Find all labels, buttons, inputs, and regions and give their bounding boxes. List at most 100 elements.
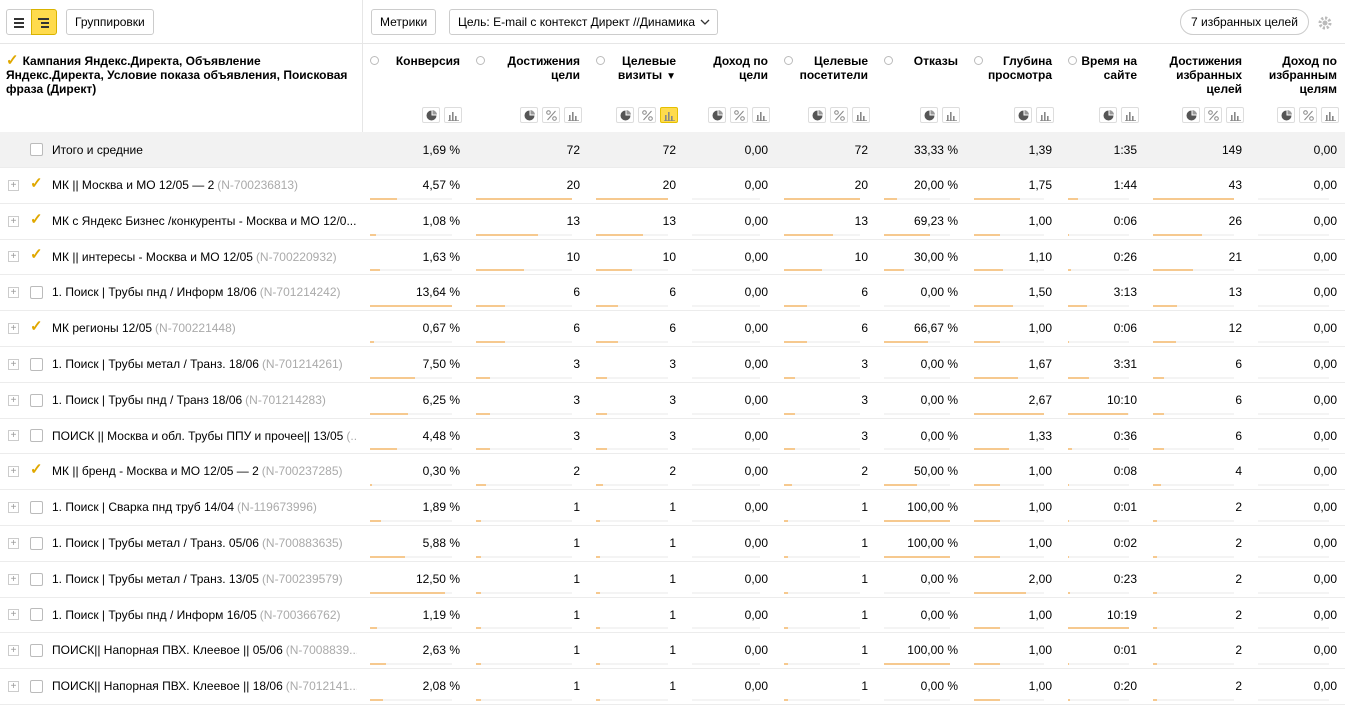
cell-value: 0,00 % [920,571,958,586]
column-header[interactable]: Отказы [876,54,966,68]
expand-toggle[interactable]: + [8,573,19,585]
column-header[interactable]: Доход по цели [684,54,776,82]
expand-toggle[interactable]: + [8,179,19,191]
settings-icon[interactable] [1317,15,1333,31]
cell-bar-track [692,269,760,272]
checkbox-checked[interactable]: ✓ [30,210,43,228]
cell-value: 1 [573,500,580,515]
tree-view-toggle[interactable] [31,9,57,35]
column-header[interactable]: Достижения цели [468,54,588,82]
pie-toggle[interactable] [708,107,726,123]
pie-toggle[interactable] [1182,107,1200,123]
column-header[interactable]: Глубина просмотра [966,54,1060,82]
row-id: (N-700239579) [261,571,343,586]
bar-toggle[interactable] [852,107,870,123]
pct-toggle[interactable] [730,107,748,123]
expand-toggle[interactable]: + [8,681,19,693]
checkbox[interactable] [30,501,43,515]
table-row: +1. Поиск | Сварка пнд труб 14/04 (N-1196… [0,490,1345,526]
checkbox[interactable] [30,536,43,550]
pct-toggle[interactable] [638,107,656,123]
list-view-toggle[interactable] [6,9,32,35]
pie-toggle[interactable] [1014,107,1032,123]
expand-toggle[interactable]: + [8,215,19,227]
checkbox[interactable] [30,357,43,371]
cell-bar [596,663,600,666]
pie-toggle[interactable] [808,107,826,123]
expand-toggle[interactable]: + [8,251,19,263]
checkbox[interactable] [30,680,43,694]
bar-toggle[interactable] [444,107,462,123]
cell-value: 0,00 [1313,607,1337,622]
expand-toggle[interactable]: + [8,466,19,478]
checkbox[interactable] [30,429,43,443]
column-header[interactable]: Доход по избранным целям [1250,54,1345,96]
row-id: (N-119673996) [237,500,317,515]
column-header[interactable]: Время на сайте [1060,54,1145,82]
cell-bar-track [370,698,452,701]
cell-bar [1153,197,1234,200]
bar-toggle[interactable] [564,107,582,123]
bar-toggle[interactable] [1121,107,1139,123]
pie-toggle[interactable] [1277,107,1295,123]
checkbox-checked[interactable]: ✓ [30,318,43,336]
cell-value: 1 [669,607,676,622]
cell-bar-track [596,448,668,451]
pie-toggle[interactable] [1099,107,1117,123]
cell-bar-track [1153,519,1234,522]
expand-toggle[interactable]: + [8,323,19,335]
expand-toggle[interactable]: + [8,609,19,621]
bar-toggle[interactable] [1036,107,1054,123]
column-header[interactable]: Достижения избранных целей [1145,54,1250,96]
cell-value: 10 [854,249,868,264]
bar-toggle[interactable] [660,107,678,123]
column-header[interactable]: Целевые посетители [776,54,876,82]
chart-toggles [1060,107,1145,123]
pct-toggle[interactable] [542,107,560,123]
checkbox[interactable] [30,143,43,156]
expand-toggle[interactable]: + [8,358,19,370]
pie-toggle[interactable] [920,107,938,123]
bar-toggle[interactable] [942,107,960,123]
checkbox[interactable] [30,393,43,407]
column-header[interactable]: Конверсия [362,54,468,68]
expand-toggle[interactable]: + [8,645,19,657]
pct-toggle[interactable] [830,107,848,123]
pie-icon [1281,110,1292,121]
expand-toggle[interactable]: + [8,287,19,299]
column-title: Конверсия [395,54,460,68]
dimension-header[interactable]: ✓ Кампания Яндекс.Директа, Объявление Янд… [6,53,351,96]
cell-value: 0,00 [744,178,768,192]
bar-toggle[interactable] [752,107,770,123]
expand-toggle[interactable]: + [8,502,19,514]
pct-toggle[interactable] [1299,107,1317,123]
expand-toggle[interactable]: + [8,394,19,406]
cell-bar-track [1153,269,1234,272]
column-header[interactable]: Целевые визиты ▼ [588,54,684,84]
cell-value: 2 [1235,500,1242,515]
bar-toggle[interactable] [1321,107,1339,123]
cell-bar [596,376,607,379]
checkbox-checked[interactable]: ✓ [30,461,43,479]
expand-toggle[interactable]: + [8,430,19,442]
expand-toggle[interactable]: + [8,537,19,549]
goal-select[interactable]: Цель: E-mail с контекст Директ //Динамик… [449,9,719,35]
pie-toggle[interactable] [422,107,440,123]
cell-bar [476,305,505,308]
bar-toggle[interactable] [1226,107,1244,123]
cell-bar-track [1068,555,1129,558]
cell-bar-track [1258,663,1329,666]
favorites-button[interactable]: 7 избранных целей [1180,9,1309,35]
checkbox-checked[interactable]: ✓ [30,174,43,192]
checkbox[interactable] [30,572,43,586]
cell-value: 0,00 [1313,321,1337,336]
metrics-button[interactable]: Метрики [371,9,437,35]
checkbox[interactable] [30,644,43,658]
pct-toggle[interactable] [1204,107,1222,123]
pie-toggle[interactable] [520,107,538,123]
groupings-button[interactable]: Группировки [66,9,154,35]
checkbox[interactable] [30,608,43,622]
checkbox[interactable] [30,286,43,300]
checkbox-checked[interactable]: ✓ [30,246,43,264]
pie-toggle[interactable] [616,107,634,123]
